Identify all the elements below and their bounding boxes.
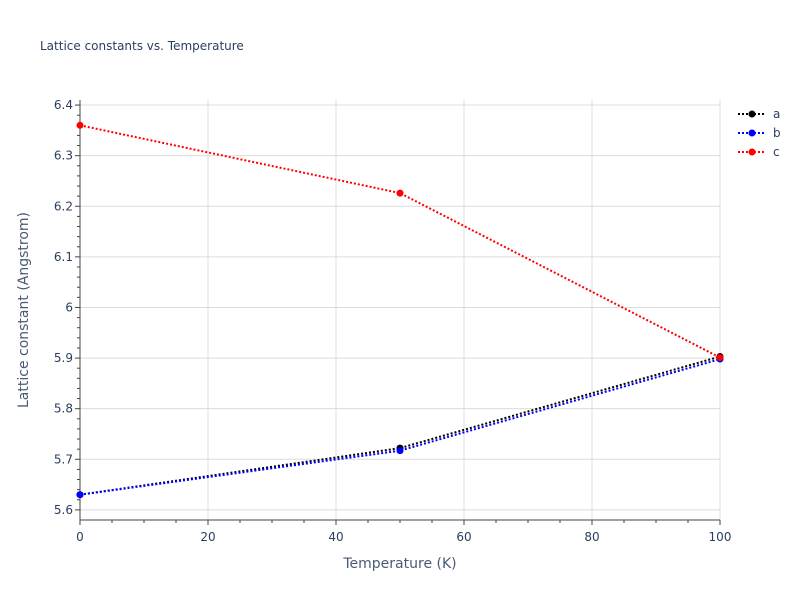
legend-item-b[interactable]: b [738, 126, 781, 140]
legend-swatch-marker [748, 148, 756, 156]
series-group [76, 121, 724, 499]
x-axis-ticks: 0 20 40 60 80 100 [76, 520, 731, 544]
y-tick-label: 6.2 [54, 199, 73, 213]
legend-label: c [773, 145, 780, 159]
legend-label: b [773, 126, 781, 140]
y-tick-label: 5.8 [54, 402, 73, 416]
y-axis-title: Lattice constant (Angstrom) [16, 212, 32, 408]
y-tick-label: 6 [65, 300, 73, 314]
data-point-c[interactable] [76, 121, 84, 129]
series-c [76, 121, 724, 362]
grid [80, 100, 721, 520]
data-point-c[interactable] [716, 354, 724, 362]
y-tick-label: 6.1 [54, 250, 73, 264]
x-tick-label: 80 [584, 530, 599, 544]
series-line-a [79, 355, 721, 496]
legend-swatch-marker [748, 110, 756, 118]
series-line-c [79, 124, 721, 359]
y-tick-label: 5.7 [54, 452, 73, 466]
y-axis-ticks: 5.6 5.7 5.8 5.9 6 6.1 6.2 6.3 6.4 [54, 98, 80, 517]
data-point-b[interactable] [76, 491, 84, 499]
legend-item-a[interactable]: a [738, 107, 780, 121]
x-tick-label: 60 [456, 530, 471, 544]
axes [79, 100, 720, 521]
series-line-b [79, 358, 721, 496]
series-b [76, 355, 724, 499]
legend[interactable]: abc [738, 107, 781, 159]
chart-title: Lattice constants vs. Temperature [40, 39, 244, 53]
series-a [76, 353, 724, 499]
y-tick-label: 5.6 [54, 503, 73, 517]
data-point-c[interactable] [396, 189, 404, 197]
legend-label: a [773, 107, 780, 121]
x-tick-label: 0 [76, 530, 84, 544]
data-point-b[interactable] [396, 447, 404, 455]
legend-swatch-marker [748, 129, 756, 137]
y-tick-label: 6.4 [54, 98, 73, 112]
legend-item-c[interactable]: c [738, 145, 780, 159]
y-tick-label: 5.9 [54, 351, 73, 365]
x-tick-label: 100 [709, 530, 732, 544]
y-tick-label: 6.3 [54, 149, 73, 163]
x-axis-title: Temperature (K) [342, 556, 456, 572]
x-tick-label: 40 [328, 530, 343, 544]
x-tick-label: 20 [200, 530, 215, 544]
